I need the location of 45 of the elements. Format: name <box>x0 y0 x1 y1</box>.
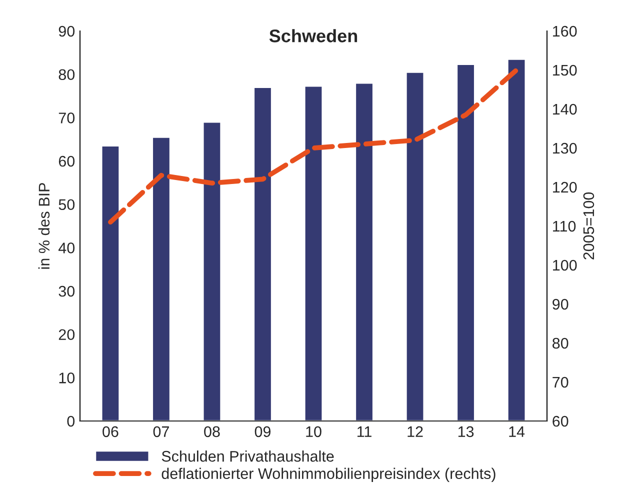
bar <box>202 121 222 421</box>
x-tick-label: 07 <box>153 426 169 438</box>
y2-tick-label: 160 <box>553 26 577 37</box>
y-tick-label: 20 <box>58 329 75 340</box>
x-tick-label: 14 <box>509 426 525 437</box>
chart-title: Schweden <box>269 29 358 42</box>
line-series <box>108 68 519 225</box>
y2-tick-label: 80 <box>552 338 568 349</box>
x-tick-label: 11 <box>357 426 372 437</box>
y-tick-label: 80 <box>58 69 75 80</box>
y-tick-label: 0 <box>67 416 75 427</box>
bar <box>152 136 171 421</box>
y-axis-title: in % des BIP <box>38 183 50 269</box>
bar <box>506 58 526 421</box>
y2-tick-label: 140 <box>553 104 577 115</box>
y-tick-label: 10 <box>59 372 75 384</box>
y2-tick-label: 100 <box>553 260 577 271</box>
y2-tick-label: 130 <box>553 142 577 154</box>
bar <box>354 82 374 421</box>
bar <box>405 71 425 421</box>
bar <box>456 64 476 421</box>
legend-label: Schulden Privathaushalte <box>162 450 334 462</box>
x-tick-label: 13 <box>458 426 474 438</box>
y-tick-label: 50 <box>58 199 75 210</box>
x-tick-label: 10 <box>306 426 322 438</box>
y-tick-label: 60 <box>58 156 75 167</box>
y-tick-label: 70 <box>58 112 75 124</box>
y2-tick-label: 70 <box>552 376 568 388</box>
y2-tick-label: 150 <box>553 64 577 76</box>
x-tick-label: 08 <box>204 426 220 438</box>
bar <box>253 86 272 421</box>
y2-tick-label: 60 <box>552 416 568 427</box>
y2-tick-label: 110 <box>553 220 576 232</box>
x-tick-label: 09 <box>254 426 271 438</box>
y-tick-label: 40 <box>58 242 75 254</box>
y2-axis-title: 2005=100 <box>583 192 594 260</box>
x-tick-label: 12 <box>408 426 423 437</box>
x-tick-label: 06 <box>102 426 118 438</box>
bar <box>100 145 120 421</box>
bar <box>304 85 324 421</box>
y-tick-label: 30 <box>58 286 75 297</box>
y2-tick-label: 90 <box>552 298 568 310</box>
y-tick-label: 90 <box>58 26 75 37</box>
legend-label: deflationierter Wohnimmobilienpreisindex (rechts) <box>162 468 496 482</box>
y2-tick-label: 120 <box>553 182 577 193</box>
